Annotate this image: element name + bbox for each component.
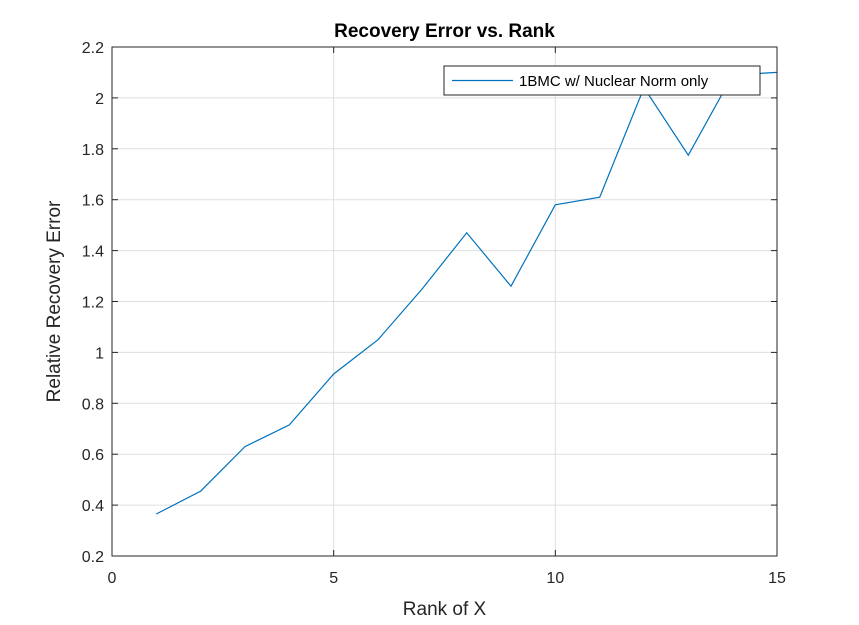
x-tick-label: 0: [108, 570, 117, 587]
series-layer: [156, 71, 778, 515]
chart-title: Recovery Error vs. Rank: [334, 21, 555, 42]
y-tick-label: 0.8: [82, 396, 104, 413]
y-tick-label: 0.2: [82, 549, 104, 566]
ticks: 0 5 10 15 0.2 0.4 0.6 0.8 1 1.2 1.4 1.6 1.8 2 2.2: [82, 40, 786, 587]
series-line: [156, 71, 778, 515]
y-tick-label: 1.6: [82, 193, 104, 210]
y-tick-label: 1.4: [82, 244, 104, 261]
legend[interactable]: 1BMC w/ Nuclear Norm only: [443, 65, 761, 96]
y-tick-label: 0.4: [82, 498, 104, 515]
x-tick-label: 10: [546, 570, 564, 587]
y-tick-label: 1.2: [82, 295, 104, 312]
legend-series-label: 1BMC w/ Nuclear Norm only: [519, 73, 709, 90]
y-tick-label: 0.6: [82, 447, 104, 464]
y-tick-label: 1.8: [82, 142, 104, 159]
x-axis-label: Rank of X: [403, 599, 487, 620]
x-tick-label: 15: [768, 570, 786, 587]
y-axis-label: Relative Recovery Error: [44, 200, 65, 402]
x-tick-label: 5: [329, 570, 338, 587]
y-tick-label: 2.2: [82, 40, 104, 57]
y-tick-label: 1: [95, 345, 104, 362]
y-tick-label: 2: [95, 91, 104, 108]
